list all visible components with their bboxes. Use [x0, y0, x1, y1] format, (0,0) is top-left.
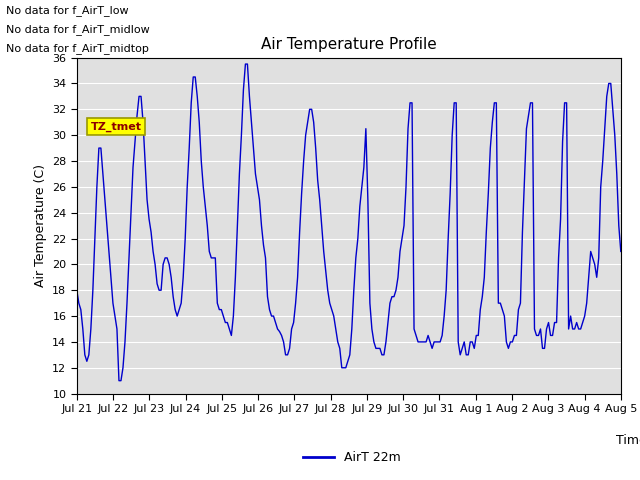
Text: TZ_tmet: TZ_tmet	[91, 122, 141, 132]
Text: No data for f_AirT_midlow: No data for f_AirT_midlow	[6, 24, 150, 35]
Title: Air Temperature Profile: Air Temperature Profile	[261, 37, 436, 52]
Text: No data for f_AirT_midtop: No data for f_AirT_midtop	[6, 43, 149, 54]
X-axis label: Time: Time	[616, 434, 640, 447]
Legend: AirT 22m: AirT 22m	[298, 446, 406, 469]
Y-axis label: Air Temperature (C): Air Temperature (C)	[33, 164, 47, 287]
Text: No data for f_AirT_low: No data for f_AirT_low	[6, 5, 129, 16]
